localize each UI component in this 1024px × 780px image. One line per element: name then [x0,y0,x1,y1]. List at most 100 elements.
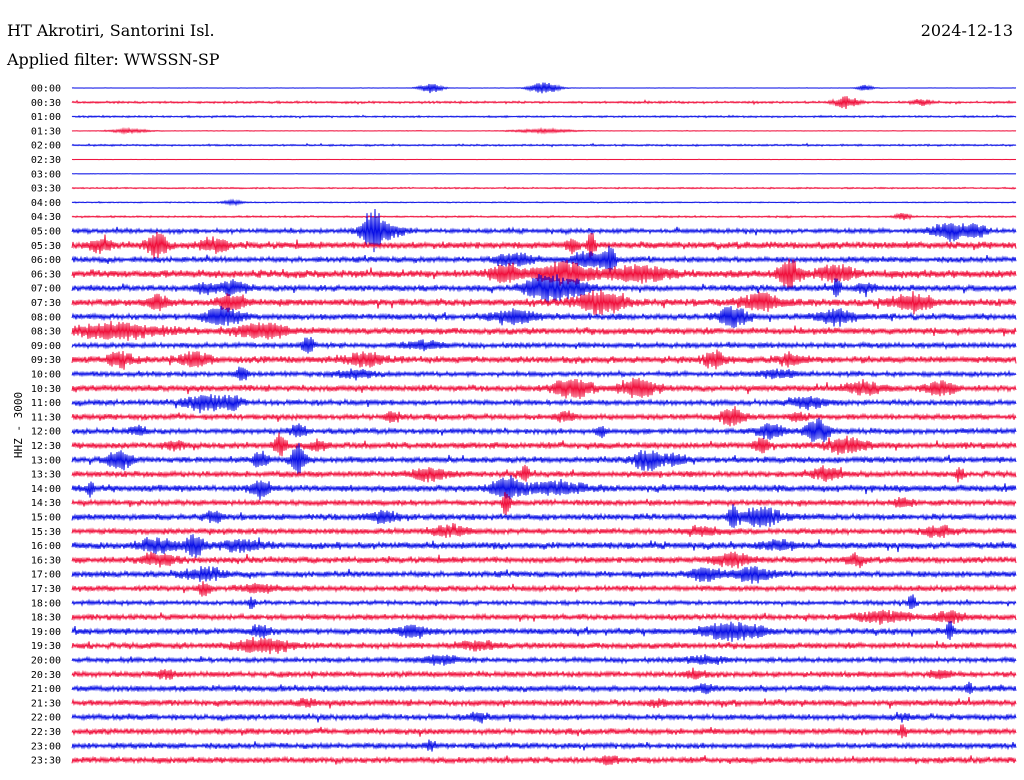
time-tick-label: 00:00 [31,84,61,95]
time-tick-label: 05:00 [31,227,61,238]
time-tick-label: 11:30 [31,412,61,423]
time-tick-label: 18:30 [31,613,61,624]
seismogram-trace [71,697,1017,709]
time-tick-label: 21:00 [31,684,61,695]
seismogram-trace [71,305,1017,329]
record-date: 2024-12-13 [920,21,1013,40]
seismogram-trace [71,711,1017,724]
time-tick-label: 23:00 [31,741,61,752]
seismogram-trace [71,464,1017,483]
seismogram-trace [71,186,1017,190]
seismogram-trace [71,681,1017,695]
seismogram-trace [71,620,1017,642]
time-tick-label: 16:30 [31,555,61,566]
time-tick-label: 08:00 [31,312,61,323]
seismogram-trace [71,336,1017,354]
time-tick-label: 23:30 [31,756,61,767]
seismogram-trace [71,636,1017,655]
time-tick-label: 08:30 [31,327,61,338]
seismogram-trace [71,594,1017,610]
time-tick-label: 02:00 [31,141,61,152]
time-tick-label: 21:30 [31,698,61,709]
time-tick-label: 22:00 [31,713,61,724]
seismogram-trace [71,320,1017,341]
seismogram-trace [71,289,1017,315]
time-tick-label: 13:00 [31,455,61,466]
time-tick-label: 11:00 [31,398,61,409]
seismogram-trace [71,245,1017,277]
seismogram-trace [71,739,1017,752]
seismogram-trace [71,96,1017,109]
time-tick-label: 03:00 [31,169,61,180]
time-tick-label: 03:30 [31,184,61,195]
time-tick-label: 16:00 [31,541,61,552]
seismogram-trace [71,724,1017,739]
time-tick-label: 02:30 [31,155,61,166]
time-tick-label: 07:30 [31,298,61,309]
seismogram-trace [71,377,1017,400]
time-tick-label: 05:30 [31,241,61,252]
time-tick-label: 04:00 [31,198,61,209]
time-tick-label: 00:30 [31,98,61,109]
seismogram-trace [71,654,1017,666]
time-tick-label: 09:00 [31,341,61,352]
seismogram-trace [71,349,1017,370]
seismogram-trace [71,273,1017,304]
seismogram-trace [71,504,1017,528]
seismogram-trace [71,208,1017,253]
time-tick-label: 17:00 [31,570,61,581]
seismogram-trace [71,231,1017,259]
seismogram-trace [71,172,1017,175]
time-tick-label: 04:30 [31,212,61,223]
seismogram-trace [71,82,1017,94]
time-tick-label: 17:30 [31,584,61,595]
time-tick-label: 10:00 [31,370,61,381]
seismogram-trace [71,581,1017,597]
seismogram-trace [71,212,1017,221]
seismogram-trace [71,551,1017,569]
time-tick-label: 12:00 [31,427,61,438]
time-tick-label: 22:30 [31,727,61,738]
seismogram-trace [71,406,1017,427]
time-tick-label: 13:30 [31,470,61,481]
time-tick-label: 12:30 [31,441,61,452]
seismogram-trace [71,609,1017,625]
seismogram-trace [71,366,1017,381]
seismogram-trace [71,432,1017,457]
time-tick-label: 15:00 [31,513,61,524]
seismogram-trace [71,534,1017,558]
time-tick-label: 10:30 [31,384,61,395]
seismogram-trace [71,755,1017,766]
seismogram-trace [71,126,1017,135]
seismogram-trace [71,394,1017,414]
time-tick-label: 20:30 [31,670,61,681]
time-tick-label: 06:00 [31,255,61,266]
seismogram-trace [71,198,1017,207]
time-tick-label: 15:30 [31,527,61,538]
time-tick-label: 19:30 [31,641,61,652]
seismogram-trace [71,492,1017,516]
seismogram-trace [71,475,1017,500]
time-tick-label: 07:00 [31,284,61,295]
seismogram-trace [71,417,1017,443]
time-tick-label: 20:00 [31,656,61,667]
seismogram-trace [71,158,1017,161]
station-title: HT Akrotiri, Santorini Isl. [7,21,215,40]
time-tick-label: 19:00 [31,627,61,638]
time-tick-label: 18:00 [31,598,61,609]
time-tick-label: 01:00 [31,112,61,123]
seismogram-trace [71,114,1017,119]
time-tick-label: 14:30 [31,498,61,509]
seismogram-trace [71,443,1017,477]
seismogram-trace [71,258,1017,290]
seismogram-trace [71,142,1017,148]
seismogram-trace [71,566,1017,584]
seismogram-trace [71,667,1017,680]
seismogram-trace [71,523,1017,539]
time-tick-label: 09:30 [31,355,61,366]
time-tick-label: 14:00 [31,484,61,495]
time-tick-label: 01:30 [31,126,61,137]
time-tick-label: 06:30 [31,269,61,280]
filter-label: Applied filter: WWSSN-SP [7,50,220,69]
